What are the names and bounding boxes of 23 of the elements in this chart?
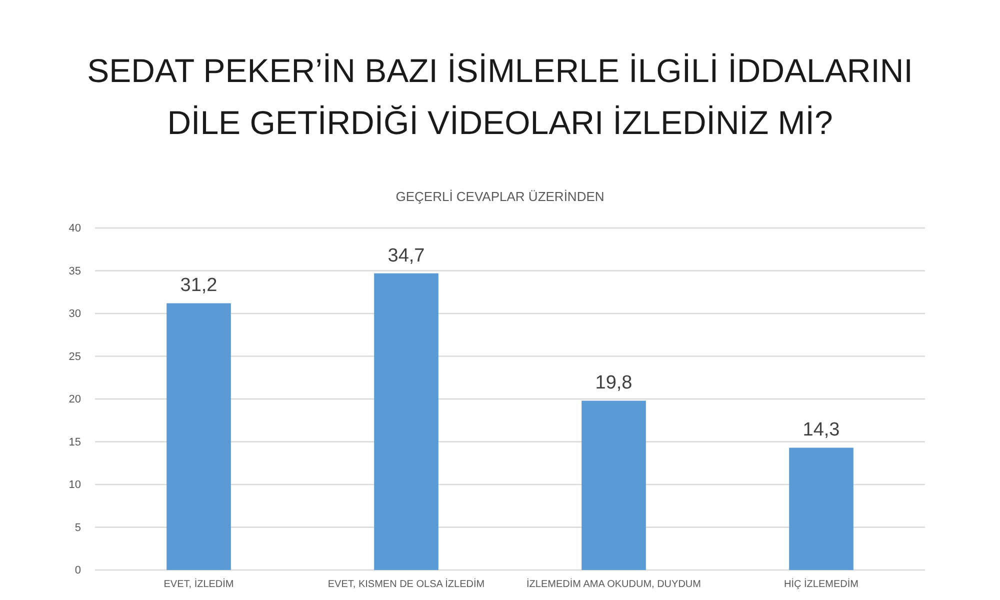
bar: [789, 448, 854, 570]
y-tick-label: 10: [68, 479, 81, 492]
data-label: 34,7: [388, 245, 425, 266]
data-label: 14,3: [802, 420, 840, 441]
y-tick-label: 30: [68, 308, 81, 320]
y-tick-label: 35: [68, 265, 81, 278]
y-tick-label: 15: [68, 436, 81, 448]
bar: [374, 273, 438, 570]
chart-title: SEDAT PEKER’İN BAZI İSİMLERLE İLGİLİ İDDALARINI DİLE GETİRDİĞİ VİDEOLARI İZLEDİNİZ Mİ?: [87, 52, 913, 141]
data-label: 19,8: [595, 372, 632, 394]
y-tick-label: 5: [74, 522, 81, 534]
bar: [166, 303, 231, 570]
y-tick-label: 25: [68, 350, 81, 363]
y-tick-label: 20: [68, 394, 81, 406]
x-tick-label: HİÇ İZLEMEDİM: [784, 578, 858, 590]
x-tick-label: EVET, İZLEDİM: [164, 578, 234, 590]
data-label: 31,2: [180, 275, 218, 296]
chart-subtitle: GEÇERLİ CEVAPLAR ÜZERİNDEN: [396, 189, 604, 204]
y-tick-label: 0: [74, 564, 81, 577]
y-tick-label: 40: [68, 222, 81, 235]
x-tick-label: EVET, KISMEN DE OLSA İZLEDİM: [328, 578, 485, 590]
x-tick-label: İZLEMEDİM AMA OKUDUM, DUYDUM: [526, 578, 701, 590]
bar: [582, 400, 646, 570]
